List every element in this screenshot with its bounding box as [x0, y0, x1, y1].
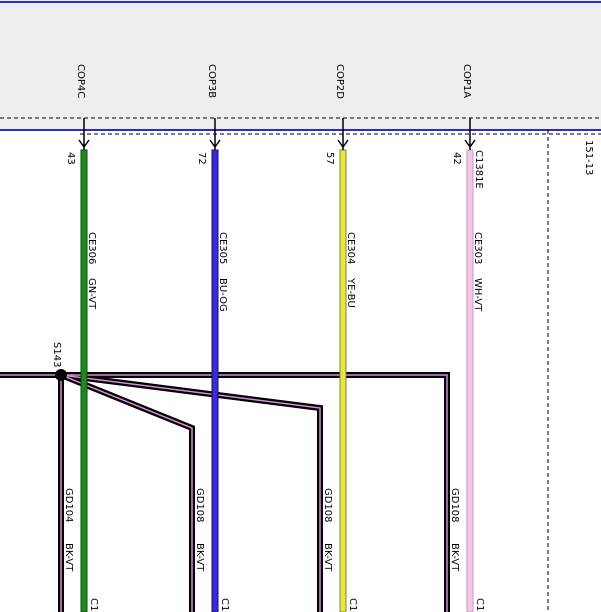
- wire-color: BU-OG: [217, 278, 228, 312]
- pin-name: COP2D: [334, 64, 345, 99]
- pin-number: 57: [324, 152, 335, 165]
- circuit-label: CE304: [345, 232, 356, 264]
- pin-terminal: [464, 118, 476, 150]
- pin-number: 42: [451, 152, 462, 165]
- pin-name: COP1A: [461, 64, 472, 98]
- connector-label: C1381E: [473, 150, 484, 189]
- wire-color: BK-VT: [63, 543, 74, 572]
- connector-ref: C1: [219, 598, 230, 611]
- circuit-label: CE303: [472, 232, 483, 264]
- pin-name: COP3B: [206, 64, 217, 98]
- wire: [80, 149, 88, 612]
- circuit-label: GD108: [322, 488, 333, 523]
- pin-number: 43: [65, 152, 76, 165]
- circuit-label: GD108: [194, 488, 205, 523]
- connector-ref: C1: [88, 598, 99, 611]
- splice-label: S143: [51, 342, 62, 367]
- circuit-label: CE305: [217, 232, 228, 264]
- wire: [211, 149, 219, 612]
- splice: [55, 369, 67, 381]
- pins: COP4C 43 CE306 GN-VT COP3B 72 CE305 BU-OG COP2D 5…: [65, 64, 483, 612]
- pin-terminal: [209, 118, 221, 150]
- connector-ref: C1: [474, 598, 485, 611]
- wire-color: YE-BU: [345, 277, 356, 308]
- wire-color: BK-VT: [194, 543, 205, 572]
- ground-wire-stripe: [0, 374, 448, 612]
- connector-ref: C1: [347, 598, 358, 611]
- wire: [466, 149, 474, 612]
- circuit-label: GD104: [63, 488, 74, 523]
- pin-name: COP4C: [75, 64, 86, 98]
- pin-terminal: [337, 118, 349, 150]
- pin-terminal: [78, 118, 90, 150]
- wire: [339, 149, 347, 612]
- wire-color: WH-VT: [472, 278, 483, 312]
- wire-color: BK-VT: [322, 543, 333, 572]
- wire-color: BK-VT: [449, 543, 460, 572]
- circuit-label: GD108: [449, 488, 460, 523]
- ground-labels: GD104 BK-VT GD108 BK-VT GD108 BK-VT GD108 BK-VT…: [63, 488, 485, 611]
- page-ref: 151-13: [583, 140, 594, 175]
- pin-number: 72: [196, 152, 207, 165]
- module-box: [0, 0, 601, 130]
- circuit-label: CE306: [86, 232, 97, 264]
- wire-color: GN-VT: [86, 278, 97, 310]
- ground-wires: [0, 372, 450, 612]
